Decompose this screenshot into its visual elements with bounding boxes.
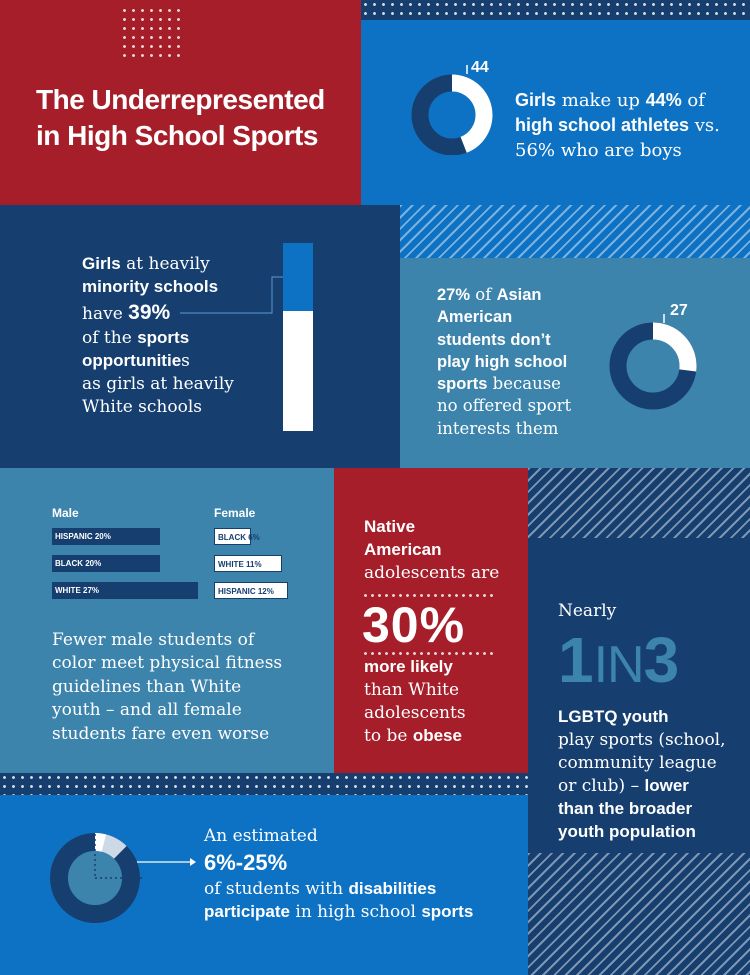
- bar-white: WHITE 27%: [52, 582, 198, 599]
- stripe-block: [400, 205, 750, 258]
- lgbtq-stripes-bottom: [528, 853, 750, 975]
- native-dots-bottom: [362, 650, 497, 658]
- bar-hispanic: HISPANIC 20%: [52, 528, 160, 545]
- native-dots-top: [362, 592, 497, 600]
- native-text-bottom: more likely than White adolescents to be…: [364, 657, 466, 746]
- asian-donut-label: 27: [670, 302, 688, 319]
- lgbtq-big-ratio: 1IN3: [558, 624, 680, 696]
- lgbtq-stripes-top: [528, 468, 750, 538]
- dot-strip: [361, 0, 750, 20]
- asian-panel: 27% of Asian American students don’t pla…: [400, 258, 750, 468]
- bar-black: BLACK 6%: [214, 528, 260, 545]
- dot-strip-bottom: [0, 773, 528, 795]
- minority-text: Girls at heavily minority schools have 3…: [82, 254, 234, 418]
- lgbtq-panel: Nearly 1IN3 LGBTQ youth play sports (sch…: [528, 538, 750, 853]
- fitness-panel: Male Female HISPANIC 20% BLACK 20% WHITE 2…: [0, 468, 334, 773]
- page-title: The Underrepresented in High School Spor…: [36, 84, 325, 151]
- native-big-number: 30%: [362, 597, 466, 653]
- disability-donut: [50, 833, 196, 923]
- bar-white: WHITE 11%: [214, 555, 283, 572]
- asian-text: 27% of Asian American students don’t pla…: [437, 285, 572, 438]
- disability-text: An estimated 6%-25% of students with dis…: [204, 826, 474, 922]
- disability-panel: An estimated 6%-25% of students with dis…: [0, 795, 528, 975]
- native-text-top: Native American adolescents are: [364, 517, 500, 583]
- fitness-caption: Fewer male students of color meet physic…: [52, 630, 283, 744]
- lgbtq-text: LGBTQ youth play sports (school, communi…: [558, 707, 726, 841]
- minority-panel: Girls at heavily minority schools have 3…: [0, 205, 400, 468]
- girls-donut-label: 44: [471, 59, 489, 76]
- title-panel: The Underrepresented in High School Spor…: [0, 0, 361, 205]
- lgbtq-nearly: Nearly: [558, 601, 617, 621]
- native-panel: Native American adolescents are 30% more…: [334, 468, 528, 773]
- asian-donut: [609, 314, 697, 410]
- bar-hispanic: HISPANIC 12%: [214, 582, 289, 599]
- girls-panel: 44 Girls make up 44% of high school athl…: [361, 0, 750, 205]
- girls-donut: [411, 65, 493, 155]
- female-header: Female: [214, 506, 256, 520]
- minority-bar: [180, 243, 313, 431]
- dot-pattern: [120, 6, 185, 62]
- bar-black: BLACK 20%: [52, 555, 160, 572]
- male-header: Male: [52, 506, 79, 520]
- girls-text: Girls make up 44% of high school athlete…: [515, 90, 720, 161]
